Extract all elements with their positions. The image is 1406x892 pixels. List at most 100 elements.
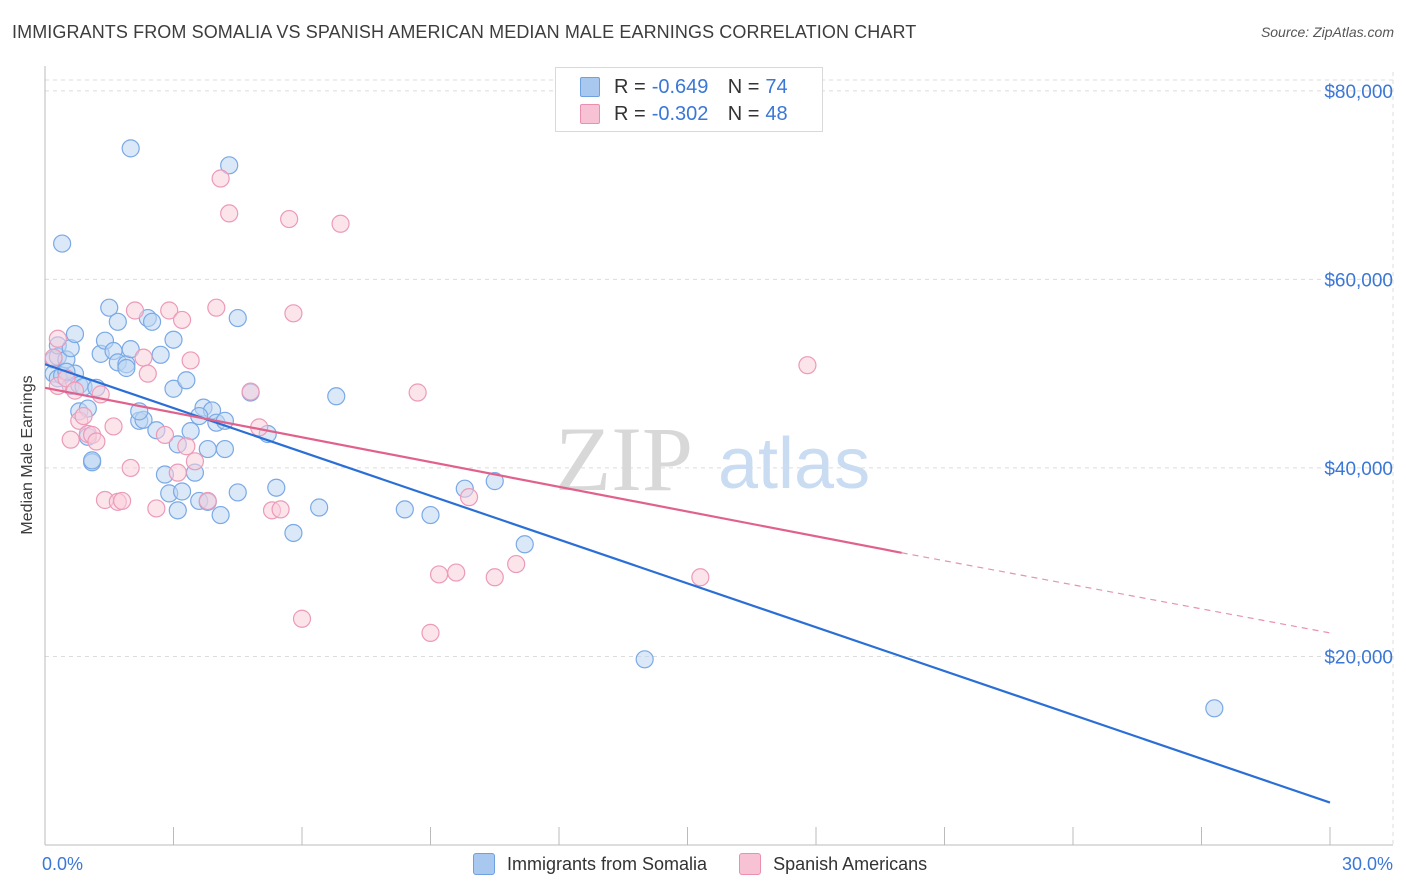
somalia-point [177, 371, 196, 390]
legend-r-label: R = [614, 75, 646, 98]
spanish-point [408, 383, 427, 402]
somalia-point [121, 139, 140, 158]
spanish-point [134, 348, 153, 367]
spanish-point [691, 568, 710, 587]
somalia-point [421, 505, 440, 525]
legend-item-spanish: Spanish Americans [739, 853, 927, 875]
source-label: Source: ZipAtlas.com [1260, 24, 1394, 40]
correlation-legend: R = -0.649 N = 74 R = -0.302 N = 48 [555, 67, 823, 132]
legend-row-somalia: R = -0.649 N = 74 [580, 75, 788, 99]
spanish-point [112, 491, 132, 511]
legend-n-value: 74 [765, 75, 788, 98]
somalia-point [327, 387, 346, 406]
somalia-point [164, 379, 183, 398]
x-tick-label: 0.0% [42, 854, 83, 874]
somalia-point [220, 156, 239, 175]
spanish-point [507, 554, 526, 574]
chart-title: IMMIGRANTS FROM SOMALIA VS SPANISH AMERI… [12, 22, 917, 42]
watermark-atlas: atlas [718, 424, 870, 504]
somalia-point [211, 505, 230, 525]
spanish-point [65, 381, 85, 400]
spanish-point [211, 169, 230, 188]
spanish-point [271, 500, 290, 519]
somalia-point [310, 498, 329, 517]
somalia-point [284, 523, 303, 543]
somalia-point [83, 451, 102, 470]
somalia-point [65, 324, 85, 344]
somalia-point [108, 312, 127, 331]
somalia-point [142, 312, 162, 331]
spanish-point [104, 417, 123, 436]
axes [44, 66, 1393, 846]
spanish-point [207, 298, 226, 317]
spanish-point [421, 623, 440, 642]
legend-swatch-spanish [739, 853, 762, 875]
spanish-point [459, 488, 479, 507]
somalia-point [168, 501, 187, 520]
legend-row-spanish: R = -0.302 N = 48 [580, 102, 788, 126]
spanish-point [138, 364, 157, 383]
watermark: ZIP atlas [555, 408, 870, 510]
y-tick-label: $80,000 [1324, 82, 1393, 103]
spanish-point [429, 565, 449, 584]
somalia-point [117, 358, 136, 378]
spanish-point [147, 499, 166, 518]
spanish-trend-extension [901, 552, 1331, 634]
legend-item-somalia: Immigrants from Somalia [473, 853, 707, 875]
spanish-trend-line [44, 386, 902, 554]
spanish-point [44, 348, 63, 367]
y-tick-label: $40,000 [1324, 459, 1393, 480]
somalia-point [215, 439, 234, 459]
y-tick-label: $20,000 [1324, 647, 1393, 668]
spanish-point [241, 382, 260, 401]
legend-n-label: N = [727, 102, 760, 125]
spanish-point [185, 452, 205, 471]
somalia-point [151, 345, 170, 364]
spanish-point [220, 204, 239, 223]
spanish-point [485, 568, 504, 587]
legend-n-label: N = [727, 75, 760, 98]
somalia-point [515, 535, 534, 554]
somalia-trend-line [44, 363, 1331, 804]
spanish-point [798, 356, 817, 375]
spanish-point [447, 563, 466, 582]
legend-n-value: 48 [765, 102, 788, 125]
spanish-point [48, 329, 67, 348]
watermark-zip: ZIP [555, 408, 693, 510]
series-somalia-points [44, 139, 1224, 718]
trend-lines [44, 363, 1331, 804]
spanish-point [280, 209, 299, 229]
spanish-point [160, 301, 179, 320]
spanish-point [331, 214, 350, 233]
legend-r-value: -0.649 [651, 75, 709, 98]
legend-label-somalia: Immigrants from Somalia [507, 853, 708, 874]
spanish-point [284, 304, 303, 323]
tick-labels: $20,000 $40,000 $60,000 $80,000 0.0% 30.0% [42, 82, 1393, 874]
spanish-point [198, 491, 217, 511]
spanish-point [181, 351, 200, 370]
y-tick-label: $60,000 [1324, 270, 1393, 291]
spanish-point [172, 310, 192, 330]
somalia-point [485, 472, 504, 491]
somalia-point [172, 482, 192, 501]
series-spanish-points [44, 169, 817, 642]
x-tick-label: 30.0% [1342, 854, 1393, 874]
legend-label-spanish: Spanish Americans [773, 853, 928, 874]
legend-swatch-somalia [580, 77, 600, 97]
somalia-point [100, 298, 119, 317]
somalia-point [164, 330, 183, 349]
grid-lines [45, 72, 1394, 845]
spanish-point [74, 406, 93, 426]
legend-swatch-somalia [473, 853, 495, 875]
spanish-point [292, 609, 312, 628]
spanish-point [155, 425, 175, 445]
somalia-point [228, 483, 247, 502]
spanish-point [168, 463, 187, 482]
spanish-point [125, 301, 145, 320]
somalia-point [121, 340, 140, 359]
legend-swatch-spanish [580, 104, 600, 124]
somalia-point [1205, 699, 1224, 718]
series-legend: Immigrants from Somalia Spanish American… [473, 851, 959, 877]
somalia-point [635, 650, 654, 669]
